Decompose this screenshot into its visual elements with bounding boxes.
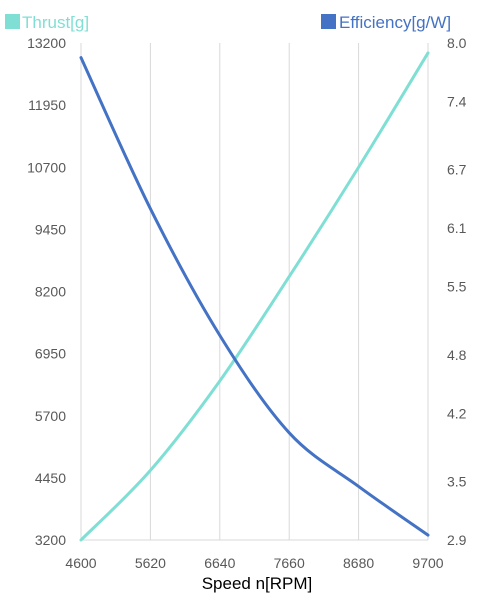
left-tick-label: 5700 <box>35 408 66 424</box>
series-lines <box>79 51 430 542</box>
left-tick-label: 11950 <box>28 97 66 113</box>
legend: Thrust[g] Efficiency[g/W] <box>5 13 451 32</box>
legend-swatch-thrust <box>5 14 20 29</box>
x-tick-label: 5620 <box>135 555 166 571</box>
right-tick-label: 6.1 <box>447 220 467 236</box>
right-tick-label: 2.9 <box>447 532 467 548</box>
legend-swatch-efficiency <box>321 14 336 29</box>
right-tick-label: 5.5 <box>447 279 467 295</box>
x-tick-label: 8680 <box>343 555 374 571</box>
right-tick-label: 4.2 <box>447 405 467 421</box>
x-tick-label: 6640 <box>204 555 235 571</box>
legend-label-thrust: Thrust[g] <box>22 13 89 32</box>
right-axis-ticks: 2.9 3.5 4.2 4.8 5.5 6.1 6.7 7.4 8.0 <box>447 35 467 548</box>
right-tick-label: 6.7 <box>447 162 467 178</box>
x-tick-label: 7660 <box>274 555 305 571</box>
right-tick-label: 8.0 <box>447 35 467 51</box>
x-tick-label: 9700 <box>412 555 443 571</box>
left-tick-label: 3200 <box>35 532 66 548</box>
x-tick-label: 4600 <box>65 555 96 571</box>
x-axis-title: Speed n[RPM] <box>202 574 313 593</box>
series-line-efficiency <box>79 56 430 537</box>
left-tick-label: 6950 <box>35 346 66 362</box>
left-tick-label: 10700 <box>27 159 66 175</box>
series-line-thrust <box>79 51 430 542</box>
left-tick-label: 9450 <box>35 221 66 237</box>
left-axis-ticks: 3200 4450 5700 6950 8200 9450 10700 11950 13200 <box>27 35 66 548</box>
left-tick-label: 8200 <box>35 284 66 300</box>
right-tick-label: 3.5 <box>447 474 467 490</box>
right-tick-label: 7.4 <box>447 93 467 109</box>
right-tick-label: 4.8 <box>447 347 467 363</box>
x-axis-ticks: 4600 5620 6640 7660 8680 9700 <box>65 555 443 571</box>
legend-label-efficiency: Efficiency[g/W] <box>339 13 451 32</box>
grid-lines <box>80 43 429 541</box>
left-tick-label: 4450 <box>35 470 66 486</box>
left-tick-label: 13200 <box>27 35 66 51</box>
